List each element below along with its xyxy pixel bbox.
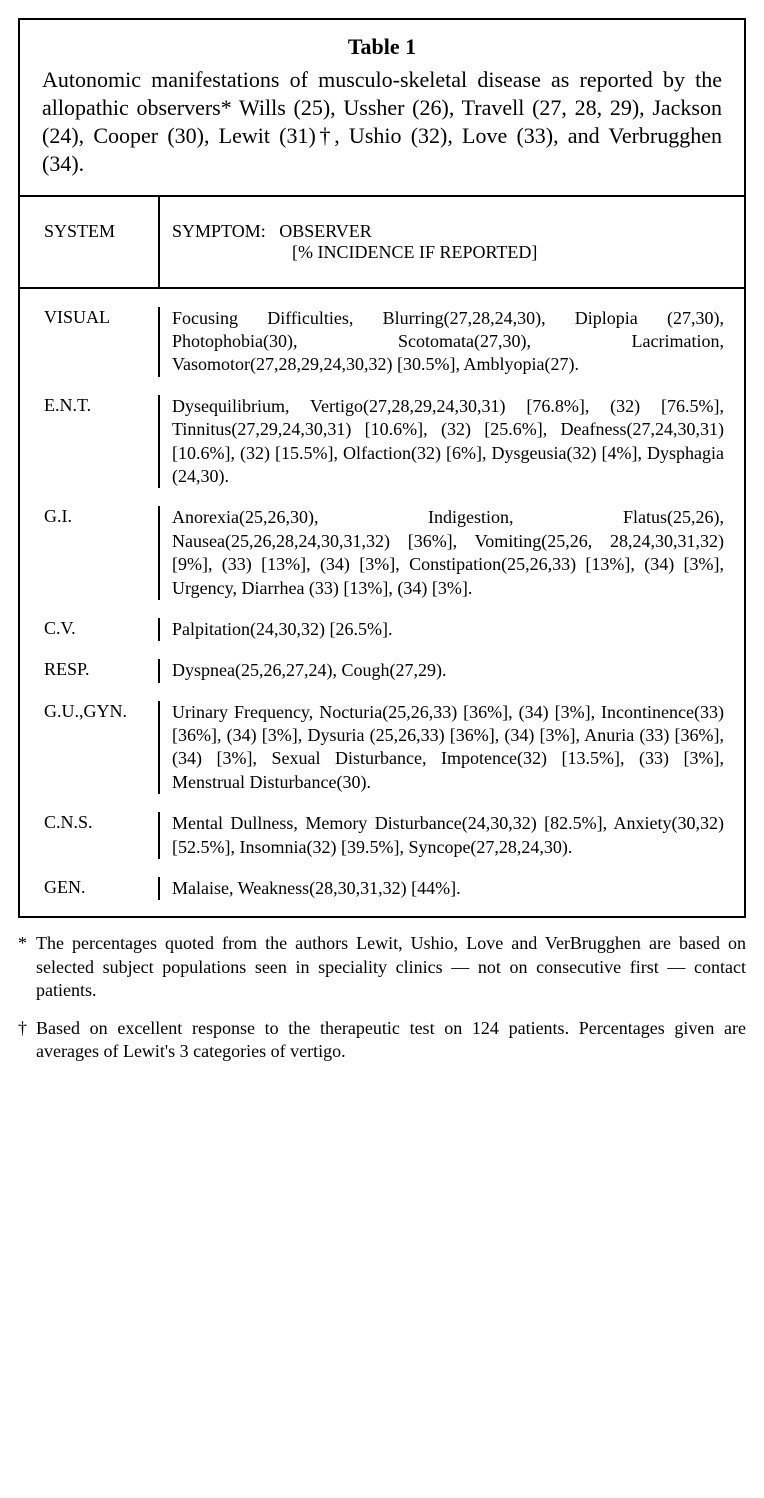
table-row: GEN. Malaise, Weakness(28,30,31,32) [44%… xyxy=(20,859,744,900)
symptom-cell: Anorexia(25,26,30), Indigestion, Flatus(… xyxy=(160,506,744,600)
header-symptom-label: SYMPTOM: xyxy=(172,221,266,241)
header-system: SYSTEM xyxy=(20,197,160,287)
system-cell: VISUAL xyxy=(20,307,160,377)
table-row: E.N.T. Dysequilibrium, Vertigo(27,28,29,… xyxy=(20,377,744,489)
symptom-cell: Dyspnea(25,26,27,24), Cough(27,29). xyxy=(160,659,744,682)
table-row: RESP. Dyspnea(25,26,27,24), Cough(27,29)… xyxy=(20,641,744,682)
footnote-text: Based on excellent response to the thera… xyxy=(36,1017,746,1064)
system-cell: G.I. xyxy=(20,506,160,600)
table-body: VISUAL Focusing Difficulties, Blurring(2… xyxy=(20,289,744,917)
system-cell: GEN. xyxy=(20,877,160,900)
header-symptom: SYMPTOM: OBSERVER [% INCIDENCE IF REPORT… xyxy=(160,197,744,287)
symptom-cell: Malaise, Weakness(28,30,31,32) [44%]. xyxy=(160,877,744,900)
header-observer-label: OBSERVER xyxy=(279,221,372,241)
symptom-cell: Dysequilibrium, Vertigo(27,28,29,24,30,3… xyxy=(160,395,744,489)
table-row: C.V. Palpitation(24,30,32) [26.5%]. xyxy=(20,600,744,641)
system-cell: C.N.S. xyxy=(20,812,160,859)
system-cell: C.V. xyxy=(20,618,160,641)
footnote: * The percentages quoted from the author… xyxy=(18,932,746,1002)
system-cell: RESP. xyxy=(20,659,160,682)
symptom-cell: Focusing Difficulties, Blurring(27,28,24… xyxy=(160,307,744,377)
symptom-cell: Urinary Frequency, Nocturia(25,26,33) [3… xyxy=(160,701,744,795)
table-caption: Autonomic manifestations of musculo-skel… xyxy=(20,66,744,195)
footnote: † Based on excellent response to the the… xyxy=(18,1017,746,1064)
table-1-container: Table 1 Autonomic manifestations of musc… xyxy=(18,18,746,918)
table-title: Table 1 xyxy=(20,20,744,66)
table-row: G.I. Anorexia(25,26,30), Indigestion, Fl… xyxy=(20,488,744,600)
header-incidence-label: [% INCIDENCE IF REPORTED] xyxy=(172,242,724,263)
footnote-marker: * xyxy=(18,932,36,1002)
table-header-row: SYSTEM SYMPTOM: OBSERVER [% INCIDENCE IF… xyxy=(20,195,744,289)
table-row: G.U.,GYN. Urinary Frequency, Nocturia(25… xyxy=(20,683,744,795)
symptom-cell: Mental Dullness, Memory Disturbance(24,3… xyxy=(160,812,744,859)
symptom-cell: Palpitation(24,30,32) [26.5%]. xyxy=(160,618,744,641)
footnote-marker: † xyxy=(18,1017,36,1064)
system-cell: E.N.T. xyxy=(20,395,160,489)
table-row: C.N.S. Mental Dullness, Memory Disturban… xyxy=(20,794,744,859)
table-row: VISUAL Focusing Difficulties, Blurring(2… xyxy=(20,289,744,377)
system-cell: G.U.,GYN. xyxy=(20,701,160,795)
footnotes: * The percentages quoted from the author… xyxy=(18,932,746,1063)
footnote-text: The percentages quoted from the authors … xyxy=(36,932,746,1002)
